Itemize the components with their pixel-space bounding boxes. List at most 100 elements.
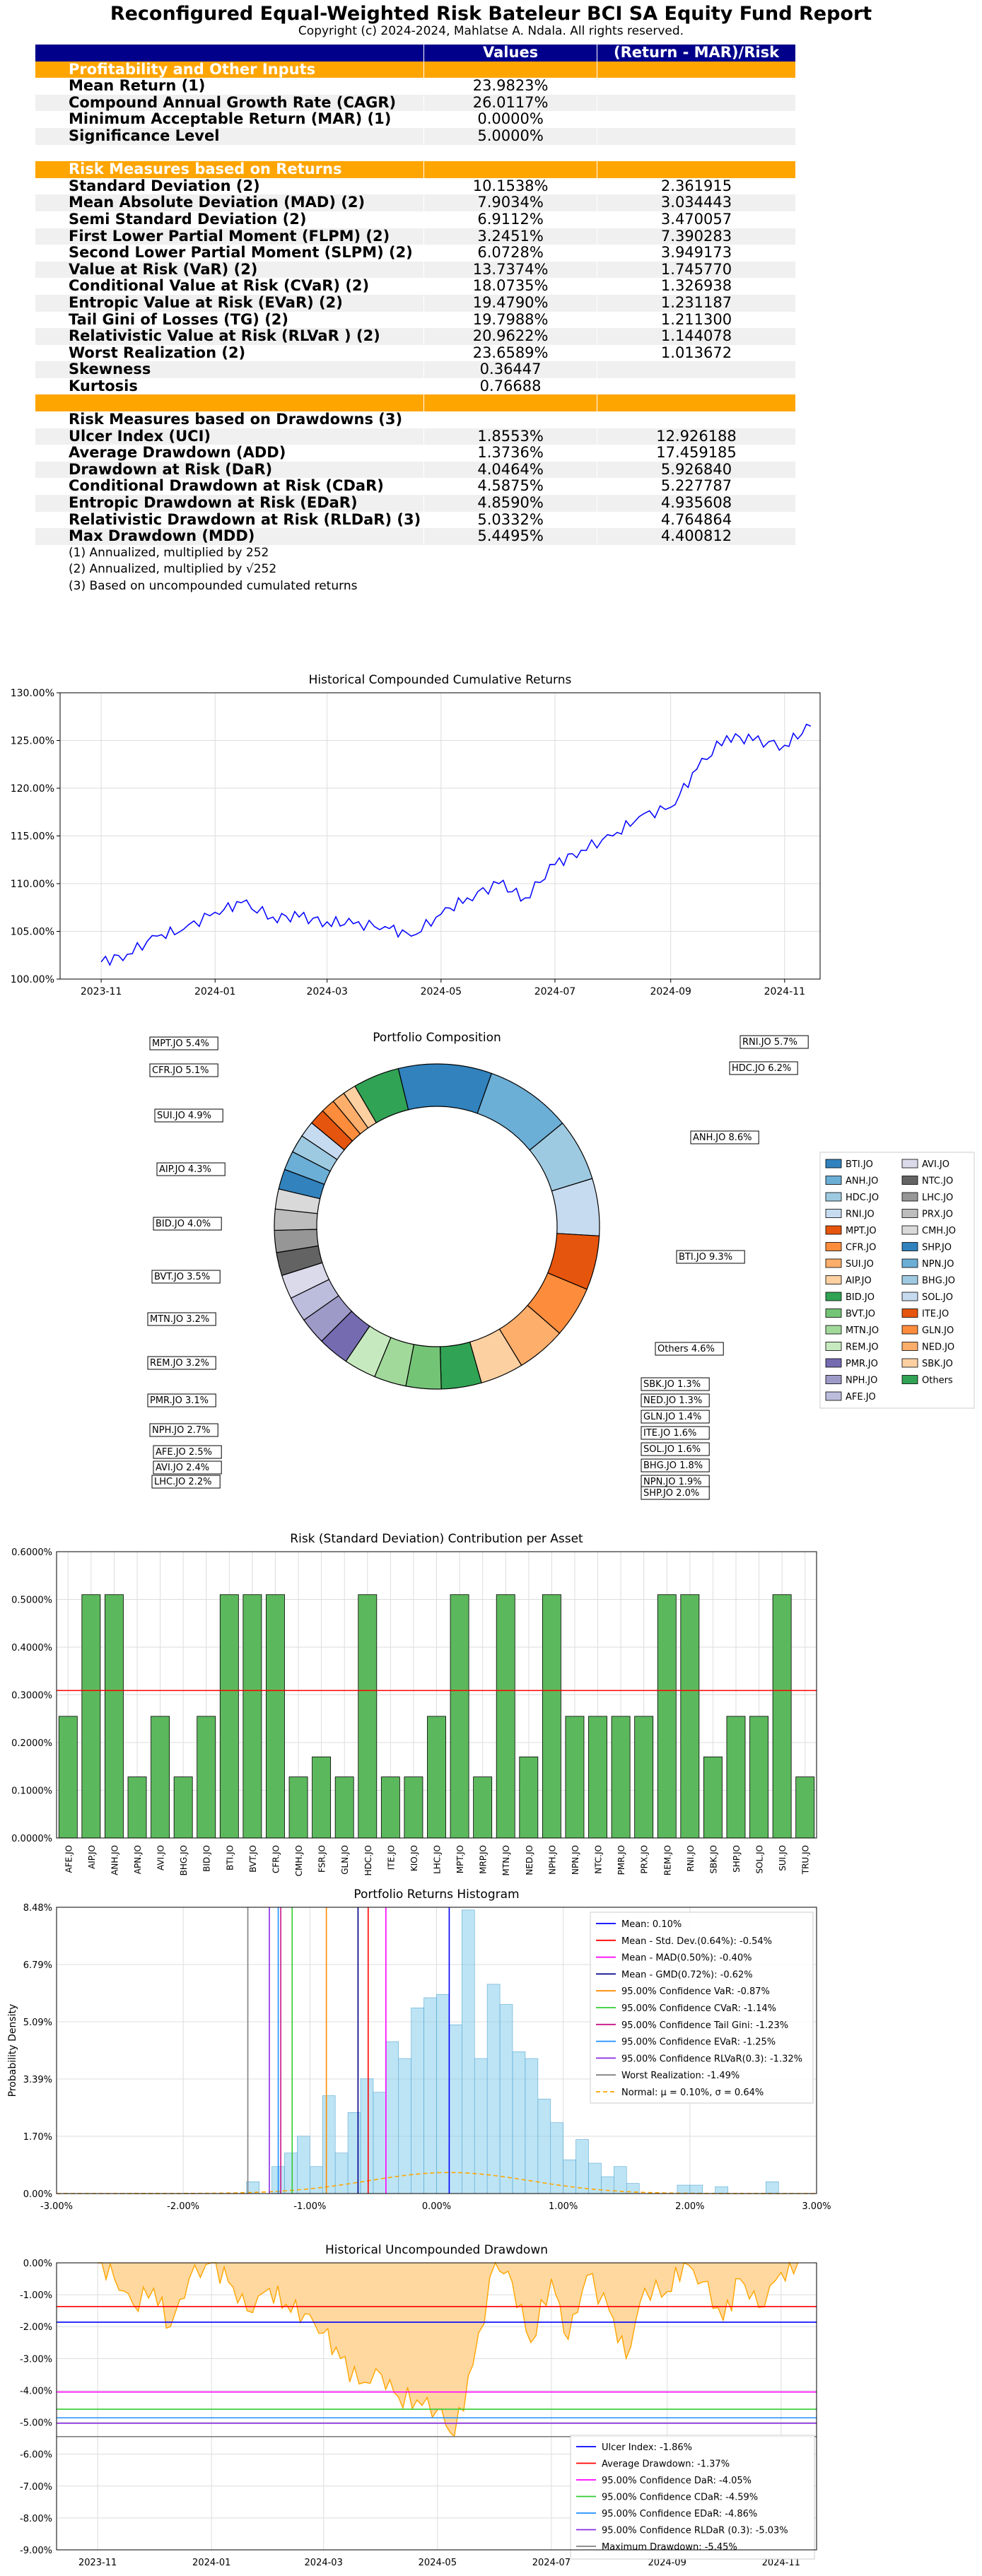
risk-bar	[427, 1716, 446, 1839]
row-value: 1.8553%	[423, 428, 597, 445]
row-value: 26.0117%	[423, 94, 597, 112]
risk-bar	[334, 1776, 354, 1839]
pie-label-box	[149, 1423, 218, 1437]
legend-label: Mean: 0.10%	[621, 1919, 682, 1930]
legend-label: SOL.JO	[922, 1292, 953, 1303]
pie-label: BTI.JO 9.3%	[679, 1252, 732, 1263]
pie-label: AFE.JO 2.5%	[156, 1447, 212, 1458]
y-tick-label: -3.00%	[20, 2354, 52, 2365]
histogram-bar	[436, 1994, 450, 2194]
pie-label-box	[740, 1035, 809, 1049]
table-row: Entropic Value at Risk (EVaR) (2) 19.4790…	[35, 294, 795, 312]
pie-slice	[354, 1067, 409, 1124]
row-value: 3.2451%	[423, 228, 597, 245]
row-label: Tail Gini of Losses (TG) (2)	[35, 311, 424, 329]
x-tick-label: SHP.JO	[732, 1845, 742, 1873]
x-tick-label: KIO.JO	[409, 1845, 419, 1871]
x-tick-label: GLN.JO	[340, 1845, 350, 1875]
pie-label-box	[655, 1342, 724, 1356]
legend-label: Maximum Drawdown: -5.45%	[602, 2542, 737, 2553]
y-tick-label: -1.00%	[20, 2290, 52, 2301]
histogram-bar	[677, 2184, 691, 2194]
drawdown-area	[98, 2263, 798, 2437]
x-tick-label: 2024-07	[532, 2558, 571, 2568]
pie-label-box	[147, 1312, 216, 1326]
chart-title: Portfolio Returns Histogram	[353, 1887, 519, 1902]
risk-bar	[219, 1594, 239, 1839]
x-tick-label: SOL.JO	[755, 1845, 765, 1874]
x-tick-label: FSR.JO	[317, 1845, 327, 1873]
report-title: Reconfigured Equal-Weighted Risk Bateleu…	[110, 3, 872, 25]
x-tick-label: 2024-11	[764, 986, 806, 997]
histogram-bar	[766, 2181, 779, 2194]
table-row: First Lower Partial Moment (FLPM) (2) 3.2…	[35, 228, 795, 245]
x-tick-label: 2024-01	[194, 986, 236, 997]
x-tick-label: 2024-09	[650, 986, 691, 997]
legend-label: NPN.JO	[922, 1259, 954, 1270]
row-label: First Lower Partial Moment (FLPM) (2)	[35, 228, 424, 245]
pie-slice	[397, 1063, 493, 1114]
table-note: (1) Annualized, multiplied by 252	[69, 545, 269, 560]
legend-label: AIP.JO	[846, 1276, 872, 1287]
row-value: 7.9034%	[423, 194, 597, 211]
pie-label: AVI.JO 2.4%	[156, 1463, 209, 1473]
histogram-bar	[334, 2153, 349, 2194]
risk-bar	[519, 1756, 539, 1839]
risk-bar	[380, 1776, 400, 1839]
pie-label: MTN.JO 3.2%	[150, 1314, 209, 1325]
legend-label: NTC.JO	[922, 1176, 953, 1187]
pie-label: RNI.JO 5.7%	[742, 1037, 797, 1048]
x-tick-label: CMH.JO	[294, 1845, 304, 1876]
row-value: 20.9622%	[423, 328, 597, 345]
table-row: (2) Annualized, multiplied by √252	[35, 561, 795, 578]
pie-label-box	[641, 1410, 710, 1424]
row-ratio	[597, 61, 795, 78]
legend-label: SBK.JO	[922, 1359, 953, 1369]
legend-label: Average Drawdown: -1.37%	[602, 2459, 730, 2470]
table-row	[35, 394, 795, 412]
pie-label-box	[149, 1063, 218, 1077]
row-value: 6.0728%	[423, 245, 597, 262]
row-ratio	[597, 111, 795, 128]
y-tick-label: 6.79%	[23, 1960, 52, 1971]
y-tick-label: -2.00%	[20, 2322, 52, 2333]
row-ratio: 3.949173	[597, 245, 795, 262]
legend-label: Mean - Std. Dev.(0.64%): -0.54%	[621, 1936, 772, 1947]
row-value: 4.5875%	[423, 478, 597, 496]
risk-bar	[127, 1776, 147, 1839]
row-label: Profitability and Other Inputs	[35, 61, 424, 78]
legend-label: GLN.JO	[922, 1325, 954, 1336]
x-tick-label: 1.00%	[549, 2201, 578, 2212]
histogram-bar	[499, 2004, 513, 2194]
legend-label: PRX.JO	[922, 1210, 953, 1220]
histogram-bar	[537, 2098, 551, 2194]
legend-swatch	[901, 1192, 918, 1202]
y-tick-label: 8.48%	[23, 1903, 52, 1914]
row-label: Significance Level	[35, 127, 424, 145]
report-copyright: Copyright (c) 2024-2024, Mahlatse A. Nda…	[298, 24, 684, 38]
y-tick-label: -8.00%	[20, 2514, 52, 2524]
risk-bar	[680, 1594, 700, 1839]
pie-label-box	[729, 1061, 798, 1075]
pie-label-box	[153, 1217, 222, 1231]
table-row: Risk Measures based on Drawdowns (3)	[35, 411, 795, 428]
y-axis-label: Probability Density	[7, 2004, 18, 2097]
pie-label-box	[690, 1130, 759, 1144]
chart-title: Historical Uncompounded Drawdown	[325, 2243, 548, 2257]
legend-label: PMR.JO	[846, 1359, 878, 1369]
pie-label-box	[641, 1377, 710, 1391]
legend-label: Ulcer Index: -1.86%	[602, 2442, 692, 2453]
pie-label: ITE.JO 1.6%	[643, 1428, 696, 1439]
table-row: Significance Level 5.0000%	[35, 127, 795, 145]
row-label: Worst Realization (2)	[35, 344, 424, 362]
legend-swatch	[825, 1325, 842, 1335]
row-label: Minimum Acceptable Return (MAR) (1)	[35, 111, 424, 128]
legend-label: NED.JO	[922, 1342, 954, 1353]
table-row: Tail Gini of Losses (TG) (2) 19.7988% 1.21…	[35, 311, 795, 329]
legend-swatch	[901, 1309, 918, 1318]
legend-swatch	[825, 1375, 842, 1384]
legend-label: 95.00% Confidence VaR: -0.87%	[621, 1986, 770, 1997]
legend-swatch	[825, 1242, 842, 1251]
histogram-bar	[297, 2136, 310, 2194]
pie-label: NPN.JO 1.9%	[643, 1477, 702, 1487]
